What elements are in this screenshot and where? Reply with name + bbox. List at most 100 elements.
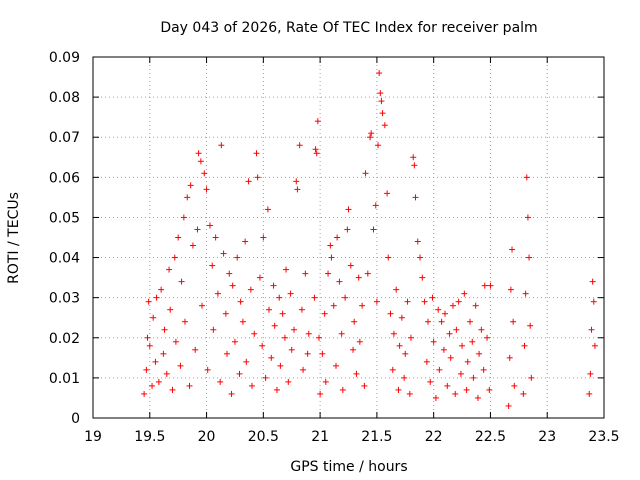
data-point	[229, 282, 236, 289]
data-point	[429, 294, 436, 301]
data-point	[484, 334, 491, 341]
x-tick-label: 23	[538, 429, 556, 445]
data-point	[524, 214, 531, 221]
data-point	[395, 386, 402, 393]
data-point	[424, 318, 431, 325]
data-point	[226, 270, 233, 277]
data-point	[254, 174, 261, 181]
data-point	[401, 374, 408, 381]
data-point	[313, 150, 320, 157]
data-point	[419, 274, 426, 281]
data-point	[387, 310, 394, 317]
data-point	[344, 226, 351, 233]
data-point	[385, 254, 392, 261]
data-point	[507, 286, 514, 293]
data-point	[449, 302, 456, 309]
data-series-roti	[141, 70, 598, 409]
data-point	[474, 394, 481, 401]
data-point	[276, 294, 283, 301]
data-point	[214, 290, 221, 297]
data-point	[146, 342, 153, 349]
data-point	[155, 378, 162, 385]
data-point	[588, 326, 595, 333]
data-point	[239, 318, 246, 325]
data-point	[411, 162, 418, 169]
data-point	[333, 362, 340, 369]
data-point	[234, 254, 241, 261]
data-point	[591, 342, 598, 349]
data-point	[522, 290, 529, 297]
data-point	[178, 278, 185, 285]
data-point	[372, 202, 379, 209]
data-point	[218, 142, 225, 149]
data-point	[367, 134, 374, 141]
data-point	[511, 382, 518, 389]
data-point	[528, 374, 535, 381]
data-point	[447, 354, 454, 361]
data-point	[379, 110, 386, 117]
data-point	[279, 310, 286, 317]
data-point	[589, 278, 596, 285]
data-point	[300, 366, 307, 373]
x-tick-label: 22	[425, 429, 443, 445]
data-point	[260, 234, 267, 241]
data-point	[281, 334, 288, 341]
data-point	[144, 334, 151, 341]
data-point	[356, 338, 363, 345]
data-point	[375, 142, 382, 149]
data-point	[203, 186, 210, 193]
x-tick-label: 19	[84, 429, 102, 445]
data-point	[407, 334, 414, 341]
data-point	[195, 150, 202, 157]
data-point	[166, 266, 173, 273]
data-point	[334, 234, 341, 241]
data-point	[296, 142, 303, 149]
data-point	[317, 390, 324, 397]
data-point	[266, 306, 273, 313]
data-point	[377, 90, 384, 97]
data-point	[247, 286, 254, 293]
data-point	[364, 270, 371, 277]
data-point	[143, 366, 150, 373]
data-point	[321, 310, 328, 317]
data-point	[201, 170, 208, 177]
data-point	[417, 254, 424, 261]
y-tick-label: 0.04	[49, 251, 80, 267]
data-point	[158, 286, 165, 293]
data-point	[453, 326, 460, 333]
data-point	[152, 358, 159, 365]
data-point	[171, 254, 178, 261]
data-point	[347, 262, 354, 269]
data-point	[440, 346, 447, 353]
data-point	[390, 330, 397, 337]
data-point	[277, 362, 284, 369]
data-point	[186, 382, 193, 389]
data-point	[427, 378, 434, 385]
x-tick-label: 19.5	[134, 429, 165, 445]
data-point	[402, 350, 409, 357]
data-point	[153, 294, 160, 301]
data-point	[359, 302, 366, 309]
data-point	[421, 298, 428, 305]
y-tick-label: 0.08	[49, 90, 80, 106]
data-point	[330, 302, 337, 309]
data-point	[268, 354, 275, 361]
data-point	[353, 370, 360, 377]
data-point	[163, 370, 170, 377]
grid-lines	[93, 57, 604, 418]
data-point	[209, 262, 216, 269]
data-point	[442, 310, 449, 317]
data-point	[305, 330, 312, 337]
data-point	[472, 302, 479, 309]
data-point	[169, 386, 176, 393]
data-point	[293, 178, 300, 185]
data-point	[410, 154, 417, 161]
data-point	[406, 390, 413, 397]
data-point	[319, 350, 326, 357]
data-point	[459, 342, 466, 349]
y-tick-label: 0.05	[49, 210, 80, 226]
y-tick-label: 0.03	[49, 291, 80, 307]
data-point	[520, 390, 527, 397]
data-point	[587, 370, 594, 377]
data-point	[270, 282, 277, 289]
